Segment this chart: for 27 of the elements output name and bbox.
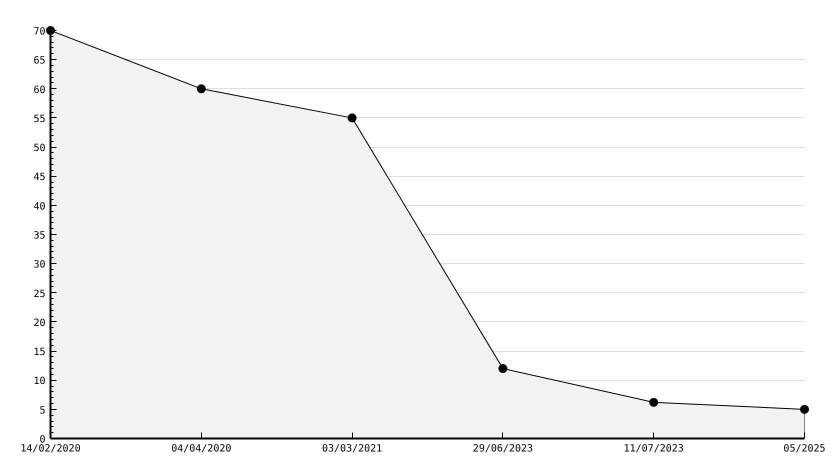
point — [800, 404, 809, 414]
x-tick-label: 05/2025 — [783, 444, 826, 454]
y-tick-label: 70 — [33, 26, 46, 38]
x-tick-label: 04/04/2020 — [171, 444, 232, 454]
x-tick-label: 03/03/2021 — [322, 444, 382, 454]
x-tick-label: 11/07/2023 — [624, 444, 684, 454]
y-tick-label: 30 — [33, 260, 46, 271]
y-tick-label: 45 — [33, 172, 46, 184]
y-tick-label: 50 — [33, 143, 46, 154]
y-tick-label: 5 — [39, 405, 46, 416]
x-tick-label: 14/02/2020 — [20, 444, 81, 454]
y-tick-label: 20 — [33, 318, 46, 329]
y-tick-label: 65 — [33, 56, 46, 67]
y-tick-label: 55 — [33, 114, 46, 125]
point — [498, 364, 508, 374]
y-tick-label: 0 — [39, 434, 46, 446]
point — [46, 26, 55, 35]
y-tick-label: 35 — [33, 230, 46, 242]
x-tick-label: 29/06/2023 — [472, 444, 534, 454]
point — [649, 398, 658, 407]
y-tick-label: 40 — [33, 201, 46, 212]
y-tick-label: 10 — [33, 376, 46, 388]
y-tick-label: 25 — [33, 288, 46, 300]
point — [196, 84, 206, 94]
point — [348, 113, 357, 122]
y-tick-label: 15 — [33, 347, 46, 358]
y-tick-label: 60 — [33, 84, 46, 96]
